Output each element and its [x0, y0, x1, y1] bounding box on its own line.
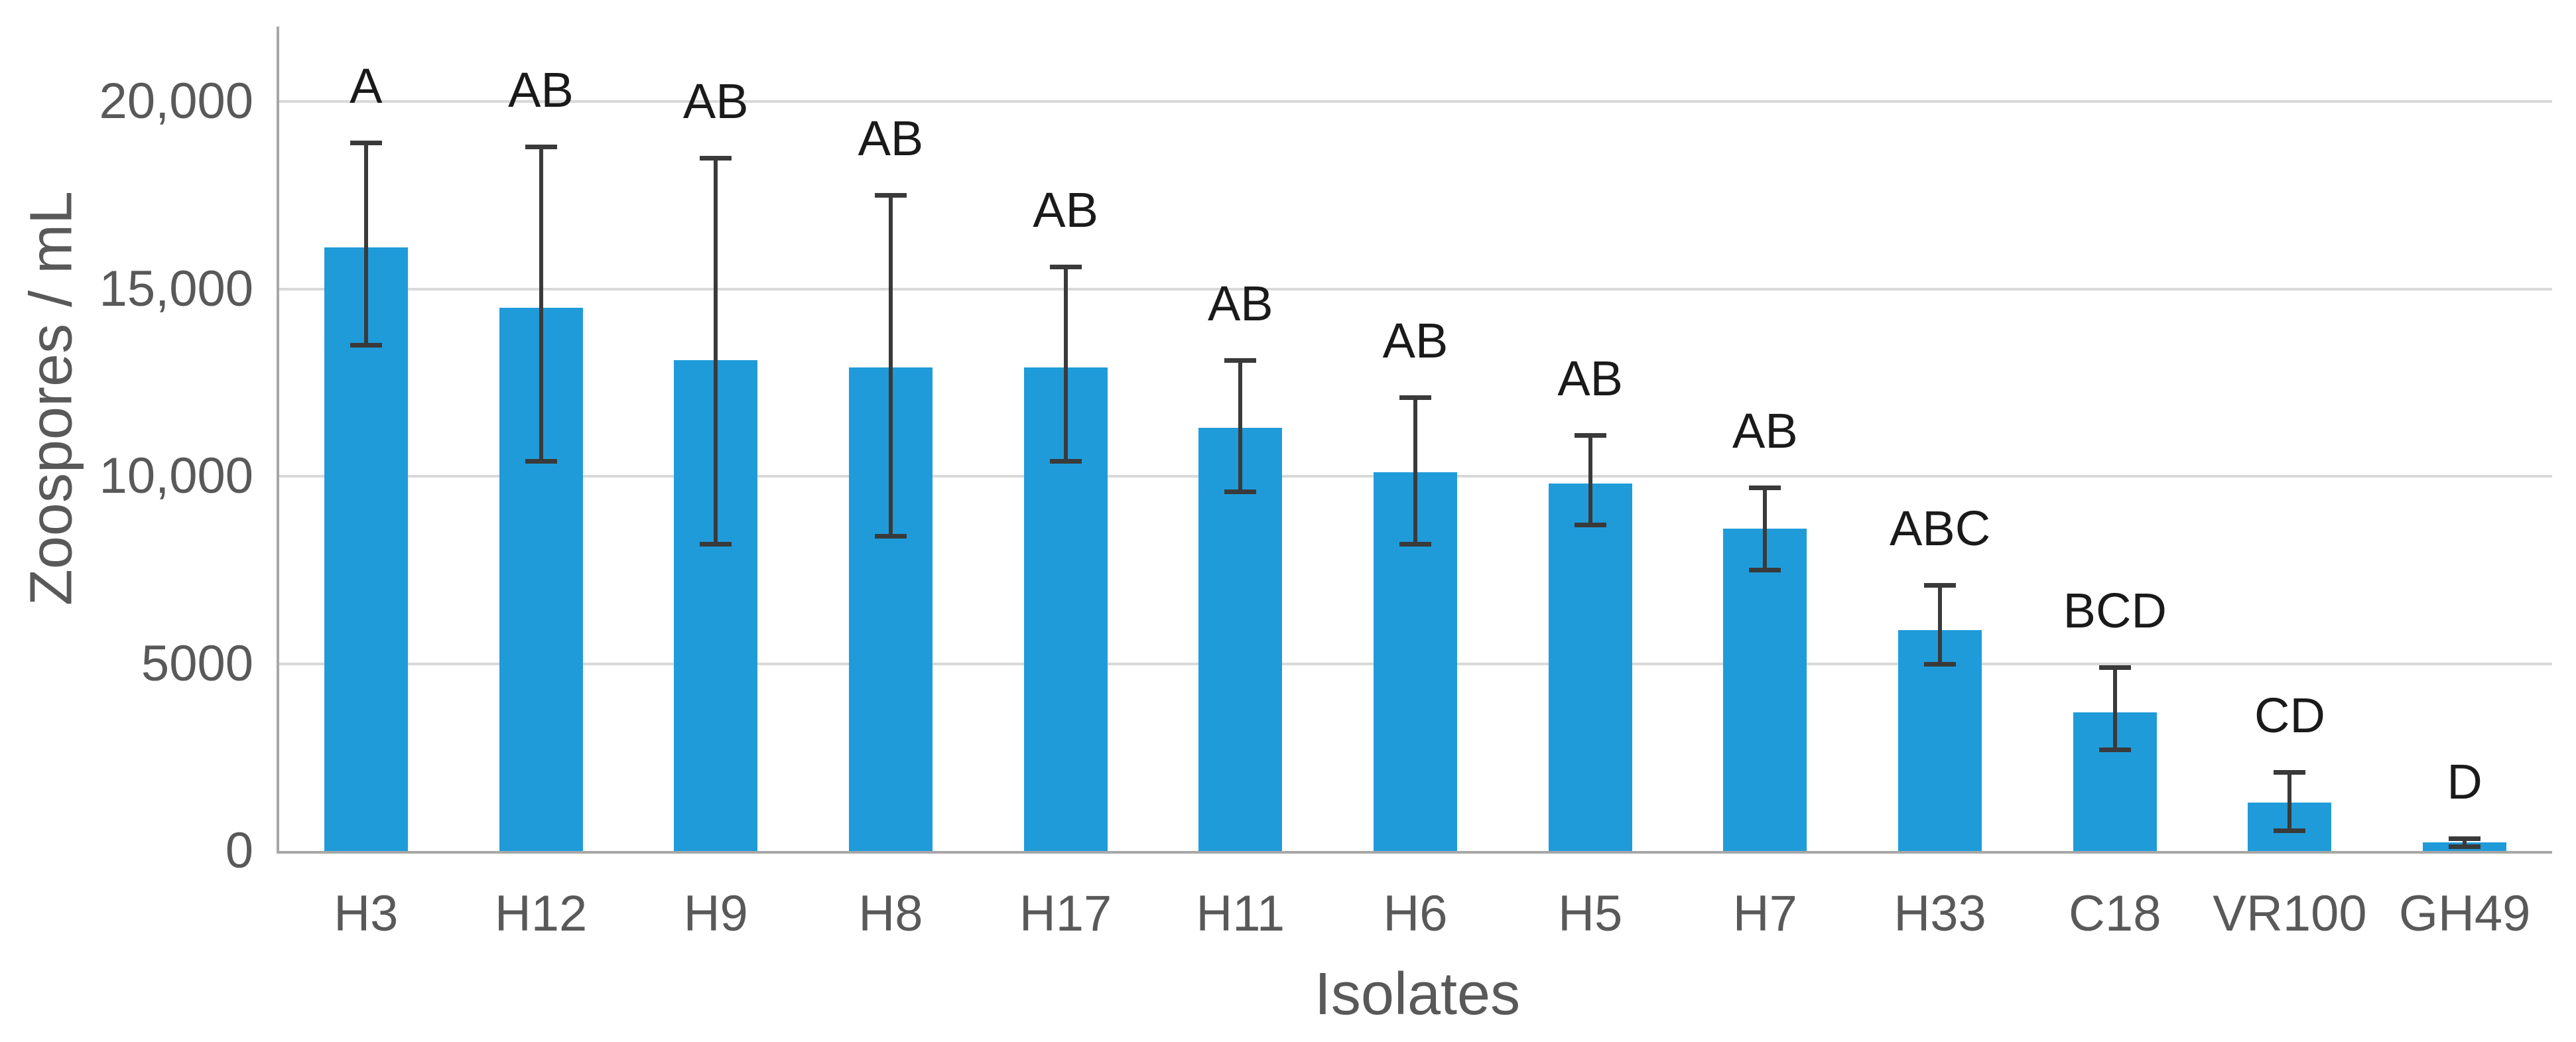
x-axis-line [277, 851, 2552, 854]
significance-letter-H12: AB [508, 62, 574, 117]
significance-letter-H8: AB [858, 111, 924, 166]
y-axis-line [277, 27, 279, 854]
error-bar-cap-top-C18 [2098, 665, 2131, 671]
error-bar-cap-bottom-H3 [350, 343, 382, 348]
category-label-VR100: VR100 [2213, 885, 2367, 942]
error-bar-cap-top-GH49 [2449, 836, 2481, 842]
error-bar-line-H7 [1763, 487, 1768, 570]
error-bar-line-H3 [363, 143, 368, 346]
category-label-H17: H17 [1019, 885, 1112, 942]
error-bar-cap-top-VR100 [2274, 770, 2306, 775]
error-bar-line-H9 [714, 157, 718, 544]
category-label-H12: H12 [494, 885, 588, 942]
error-bar-line-H12 [539, 146, 543, 462]
error-bar-cap-bottom-H11 [1224, 489, 1257, 494]
gridline-15000 [279, 287, 2552, 291]
error-bar-cap-bottom-GH49 [2449, 844, 2481, 850]
error-bar-cap-bottom-H33 [1924, 661, 1957, 667]
error-bar-cap-bottom-H12 [525, 459, 557, 464]
category-label-H33: H33 [1894, 885, 1986, 942]
error-bar-line-H6 [1413, 397, 1417, 544]
error-bar-cap-top-H33 [1924, 582, 1957, 588]
error-bar-line-H5 [1588, 434, 1592, 525]
category-label-C18: C18 [2069, 885, 2161, 942]
ytick-20000: 20,000 [99, 73, 253, 129]
error-bar-cap-top-H6 [1399, 395, 1431, 401]
significance-letter-H5: AB [1557, 350, 1624, 406]
category-label-H11: H11 [1196, 885, 1285, 942]
error-bar-cap-top-H5 [1574, 432, 1606, 438]
error-bar-cap-bottom-H6 [1399, 541, 1431, 547]
significance-letter-H17: AB [1033, 182, 1098, 237]
error-bar-line-H8 [888, 195, 893, 537]
category-label-H6: H6 [1383, 885, 1448, 942]
error-bar-cap-bottom-H7 [1749, 568, 1781, 573]
significance-letter-C18: BCD [2063, 583, 2167, 639]
significance-letter-H11: AB [1207, 275, 1273, 331]
error-bar-line-GH49 [2463, 838, 2467, 847]
error-bar-line-H17 [1063, 266, 1068, 462]
error-bar-cap-bottom-H9 [700, 541, 732, 547]
error-bar-cap-top-H17 [1049, 264, 1082, 269]
error-bar-cap-bottom-H8 [874, 534, 907, 539]
error-bar-cap-bottom-C18 [2098, 748, 2131, 753]
gridline-20000 [279, 100, 2552, 103]
bar-H3 [324, 247, 408, 851]
ytick-5000: 5000 [141, 635, 253, 692]
error-bar-cap-top-H3 [350, 141, 382, 146]
x-axis-title: Isolates [1314, 961, 1521, 1027]
significance-letter-H33: ABC [1889, 500, 1991, 556]
error-bar-cap-top-H9 [700, 155, 732, 161]
bar-H7 [1723, 529, 1807, 851]
category-label-H5: H5 [1558, 885, 1623, 942]
error-bar-cap-top-H11 [1224, 358, 1257, 363]
bar-H33 [1898, 629, 1982, 851]
error-bar-cap-top-H8 [874, 193, 907, 198]
bar-H5 [1548, 484, 1632, 851]
error-bar-cap-bottom-H5 [1574, 523, 1606, 528]
significance-letter-H9: AB [682, 73, 749, 129]
category-label-GH49: GH49 [2398, 885, 2531, 942]
significance-letter-H3: A [350, 58, 383, 114]
significance-letter-GH49: D [2447, 754, 2482, 810]
significance-letter-H6: AB [1382, 313, 1449, 369]
error-bar-line-C18 [2112, 667, 2117, 750]
ytick-15000: 15,000 [99, 260, 253, 317]
ytick-10000: 10,000 [99, 448, 253, 504]
significance-letter-VR100: CD [2254, 688, 2325, 744]
error-bar-line-H11 [1238, 359, 1243, 491]
error-bar-cap-bottom-VR100 [2274, 828, 2306, 833]
significance-letter-H7: AB [1732, 403, 1798, 458]
error-bar-cap-top-H7 [1749, 485, 1781, 490]
category-label-H8: H8 [858, 885, 923, 942]
category-label-H9: H9 [683, 885, 748, 942]
error-bar-cap-bottom-H17 [1049, 459, 1082, 464]
ytick-0: 0 [225, 822, 253, 879]
bar-H11 [1198, 427, 1283, 851]
error-bar-line-H33 [1938, 584, 1943, 664]
category-label-H7: H7 [1732, 885, 1797, 942]
category-label-H3: H3 [334, 885, 399, 942]
error-bar-line-VR100 [2287, 772, 2292, 830]
error-bar-cap-top-H12 [525, 144, 557, 149]
